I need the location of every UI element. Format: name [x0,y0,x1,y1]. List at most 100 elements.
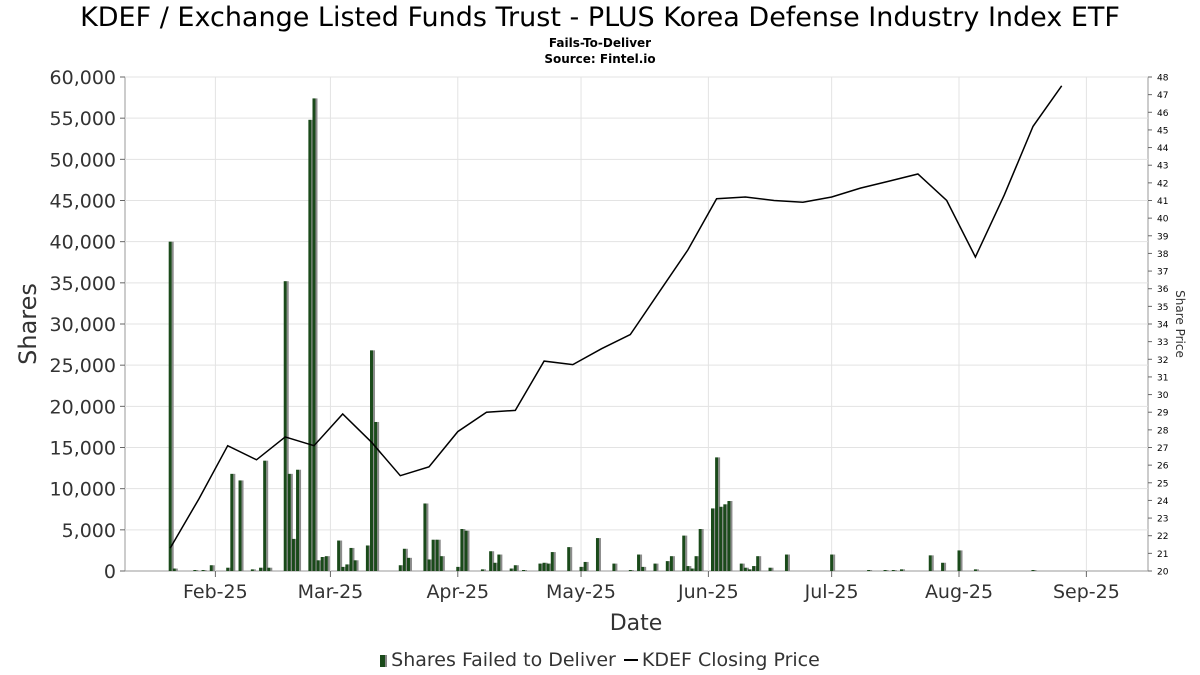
fail-bar [308,119,312,572]
fail-bar-shadow [270,567,273,571]
fail-bar-shadow [344,566,347,571]
fail-bar [522,570,526,571]
fail-bar-shadow [467,530,470,571]
fail-bar-shadow [759,556,762,571]
fail-bar-shadow [368,545,371,571]
fail-bar [891,570,895,571]
y2-tick-label: 40 [1157,215,1169,225]
fail-bar-shadow [401,565,404,571]
fail-bar-shadow [373,350,376,571]
y-tick-label: 45,000 [50,191,116,213]
y-tick-label: 5,000 [62,520,116,542]
legend-item-line: KDEF Closing Price [622,649,820,671]
y-tick-label: 35,000 [50,273,116,295]
fail-bar-shadow [311,119,314,572]
x-tick-label: Jun-25 [677,581,739,603]
fail-bar [439,556,443,571]
fail-bar-shadow [631,570,634,571]
fail-bar [283,281,287,571]
y-tick-label: 15,000 [50,438,116,460]
x-tick-label: Feb-25 [183,581,248,603]
y-tick-label: 60,000 [50,67,116,89]
fail-bar [287,473,291,571]
fail-bar [595,538,599,571]
y2-tick-label: 34 [1157,321,1169,331]
fail-bar [209,565,213,571]
fail-bar-shadow [253,569,256,571]
y2-tick-label: 27 [1157,444,1168,454]
fail-bar [682,535,686,571]
fail-bar [493,562,497,571]
fail-bar-shadow [644,566,647,571]
fail-bar-shadow [500,554,503,571]
y-tick-label: 0 [104,561,116,583]
fail-bar-shadow [787,554,790,571]
y-tick-label: 10,000 [50,479,116,501]
fail-bar [899,569,903,571]
fail-bar-shadow [886,570,889,571]
fail-bar [345,564,349,571]
y2-tick-label: 41 [1157,197,1168,207]
fail-bar-shadow [323,557,326,571]
fail-bar [480,569,484,571]
fail-bar [546,563,550,571]
fail-bar [464,530,468,571]
y2-tick-label: 20 [1157,568,1169,578]
y2-tick-label: 33 [1157,338,1168,348]
y2-tick-label: 32 [1157,356,1168,366]
fail-bar-shadow [229,567,232,571]
fail-bar [768,567,772,571]
fail-bar-shadow [212,565,215,571]
fail-bar-shadow [701,529,704,571]
fail-bar-shadow [931,555,934,571]
fail-bar-shadow [586,561,589,571]
fail-bar-shadow [714,508,717,571]
fail-bar [193,570,197,571]
fail-bar [690,568,694,571]
fail-bar [830,554,834,571]
fail-bar [374,421,378,571]
y2-tick-label: 29 [1157,409,1169,419]
fail-bar-shadow [290,473,293,571]
fail-bar-shadow [233,473,236,571]
fail-bar-shadow [722,506,725,571]
fail-bar [928,555,932,571]
legend-item-bars: Shares Failed to Deliver [380,649,616,671]
fail-bar [337,540,341,571]
y2-tick-label: 46 [1157,109,1169,119]
fail-bar-shadow [944,562,947,571]
fail-bar-shadow [463,529,466,571]
fail-bar [427,559,431,571]
fails-bars [168,98,1037,572]
fail-bar [727,501,731,571]
fail-bar-shadow [175,568,178,571]
fail-bar [460,529,464,571]
fail-bar-shadow [327,556,330,571]
fail-bar-shadow [598,538,601,571]
fail-bar-shadow [549,563,552,571]
fail-bar [312,98,316,571]
fail-bar [1031,570,1035,571]
fail-bar-shadow [426,503,429,571]
fail-bar [941,562,945,571]
fail-bar [756,556,760,571]
fail-bar [489,551,493,571]
price-line-group [169,85,1063,549]
fail-bar [513,565,517,571]
y2-tick-label: 35 [1157,303,1168,313]
fail-bar-shadow [697,556,700,571]
fail-bar-shadow [672,556,675,571]
fail-bar-shadow [348,564,351,571]
y2-tick-label: 39 [1157,232,1169,242]
fail-bar [641,566,645,571]
y-tick-label: 25,000 [50,355,116,377]
x-tick-label: Sep-25 [1053,581,1120,603]
fail-bar [723,504,727,571]
fail-bar [579,566,583,571]
fail-bar-shadow [241,480,244,571]
y-axis-label: Shares [14,283,42,365]
y2-tick-label: 26 [1157,462,1169,472]
fail-bar [172,568,176,571]
fail-bar-shadow [512,568,515,571]
fail-bar-shadow [286,281,289,571]
